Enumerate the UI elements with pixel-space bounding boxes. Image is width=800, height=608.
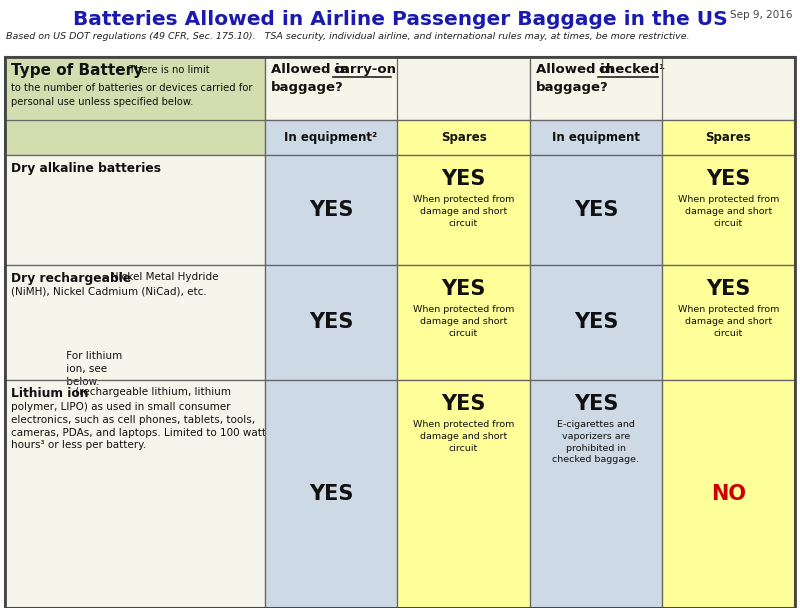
Text: When protected from
damage and short
circuit: When protected from damage and short cir…: [413, 305, 514, 337]
Bar: [397, 120, 530, 155]
Text: YES: YES: [574, 394, 618, 414]
Text: In equipment²: In equipment²: [285, 131, 378, 144]
Bar: [662, 380, 795, 608]
Bar: [265, 120, 397, 155]
Text: YES: YES: [442, 169, 486, 189]
Bar: [530, 380, 662, 608]
Text: carry-on: carry-on: [333, 63, 396, 76]
Text: E-cigarettes and
vaporizers are
prohibited in
checked baggage.: E-cigarettes and vaporizers are prohibit…: [553, 420, 639, 465]
Text: When protected from
damage and short
circuit: When protected from damage and short cir…: [413, 420, 514, 452]
Text: Based on US DOT regulations (49 CFR, Sec. 175.10).   TSA security, individual ai: Based on US DOT regulations (49 CFR, Sec…: [6, 32, 690, 41]
Text: checked¹: checked¹: [598, 63, 665, 76]
Text: NO: NO: [711, 484, 746, 504]
Text: Spares: Spares: [441, 131, 486, 144]
Text: baggage?: baggage?: [271, 81, 344, 94]
Text: Type of Battery: Type of Battery: [11, 63, 143, 78]
Bar: [530, 57, 795, 120]
Text: Dry rechargeable: Dry rechargeable: [11, 272, 131, 285]
Bar: [662, 155, 795, 265]
Text: YES: YES: [574, 313, 618, 333]
Text: YES: YES: [309, 313, 353, 333]
Text: YES: YES: [706, 169, 750, 189]
Bar: [265, 380, 397, 608]
Bar: [662, 120, 795, 155]
Text: to the number of batteries or devices carried for
personal use unless specified : to the number of batteries or devices ca…: [11, 83, 253, 107]
Bar: [5, 57, 265, 155]
Bar: [5, 380, 265, 608]
Bar: [397, 155, 530, 265]
Text: Allowed in: Allowed in: [271, 63, 354, 76]
Bar: [5, 265, 265, 380]
Text: baggage?: baggage?: [536, 81, 609, 94]
Text: Dry alkaline batteries: Dry alkaline batteries: [11, 162, 161, 175]
Text: (NiMH), Nickel Cadmium (NiCad), etc.




                 For lithium
          : (NiMH), Nickel Cadmium (NiCad), etc. For…: [11, 287, 206, 387]
Bar: [265, 155, 397, 265]
Bar: [530, 155, 662, 265]
Text: YES: YES: [442, 394, 486, 414]
Text: In equipment: In equipment: [552, 131, 640, 144]
Text: polymer, LIPO) as used in small consumer
electronics, such as cell phones, table: polymer, LIPO) as used in small consumer…: [11, 402, 266, 451]
Text: When protected from
damage and short
circuit: When protected from damage and short cir…: [678, 305, 779, 337]
Bar: [397, 265, 530, 380]
Text: Sep 9, 2016: Sep 9, 2016: [730, 10, 792, 20]
Text: YES: YES: [574, 200, 618, 220]
Text: YES: YES: [442, 279, 486, 299]
Text: YES: YES: [309, 484, 353, 504]
Bar: [662, 265, 795, 380]
Text: Lithium ion: Lithium ion: [11, 387, 89, 400]
Text: When protected from
damage and short
circuit: When protected from damage and short cir…: [678, 195, 779, 227]
Text: When protected from
damage and short
circuit: When protected from damage and short cir…: [413, 195, 514, 227]
Text: Batteries Allowed in Airline Passenger Baggage in the US: Batteries Allowed in Airline Passenger B…: [73, 10, 727, 29]
Text: (rechargeable lithium, lithium: (rechargeable lithium, lithium: [71, 387, 230, 397]
Text: There is no limit: There is no limit: [126, 65, 210, 75]
Bar: [265, 265, 397, 380]
Text: YES: YES: [706, 279, 750, 299]
Bar: [5, 155, 265, 265]
Bar: [265, 57, 530, 120]
Bar: [530, 120, 662, 155]
Bar: [397, 380, 530, 608]
Bar: [530, 265, 662, 380]
Text: Allowed in: Allowed in: [536, 63, 618, 76]
Text: YES: YES: [309, 200, 353, 220]
Text: – Nickel Metal Hydride: – Nickel Metal Hydride: [99, 272, 218, 282]
Text: Spares: Spares: [706, 131, 751, 144]
